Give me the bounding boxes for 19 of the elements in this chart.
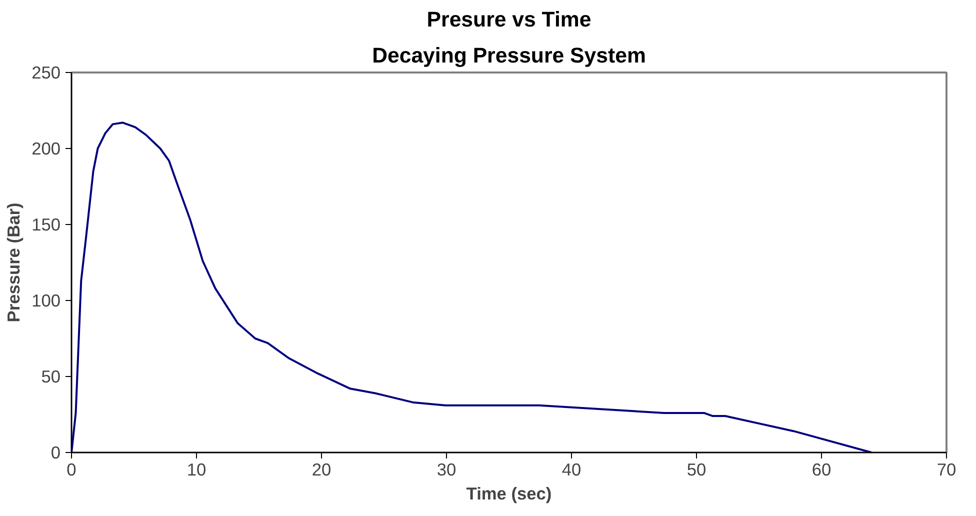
y-tick-label: 200	[32, 138, 61, 158]
x-axis-title: Time (sec)	[466, 484, 552, 504]
x-tick-label: 40	[562, 460, 582, 480]
chart-title: Presure vs Time	[426, 8, 592, 32]
y-tick-label: 150	[32, 214, 61, 234]
x-tick-label: 30	[436, 460, 456, 480]
y-tick-label: 0	[50, 442, 61, 462]
chart-subtitle: Decaying Pressure System	[372, 44, 646, 68]
x-tick-label: 20	[312, 460, 332, 480]
y-tick-label: 250	[32, 62, 61, 82]
y-tick-label: 100	[32, 290, 61, 310]
line-series	[72, 122, 872, 452]
x-tick-label: 60	[812, 460, 832, 480]
y-axis-title: Pressure (Bar)	[4, 202, 24, 322]
x-tick-label: 0	[66, 460, 76, 480]
x-tick-label: 10	[186, 460, 206, 480]
x-tick-label: 50	[686, 460, 706, 480]
y-tick-label: 50	[41, 366, 61, 386]
x-tick-label: 70	[936, 460, 956, 480]
